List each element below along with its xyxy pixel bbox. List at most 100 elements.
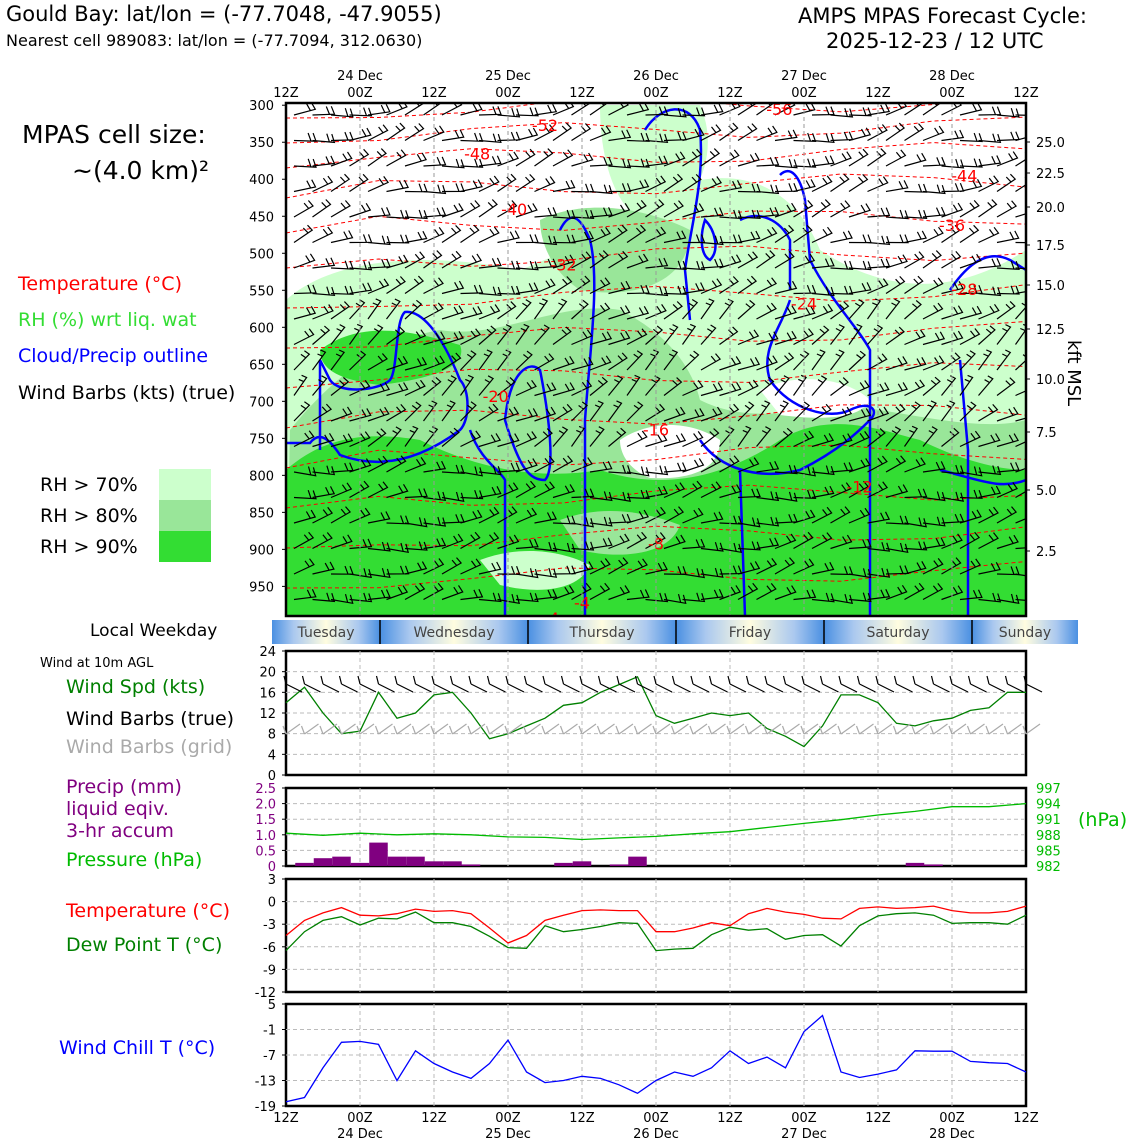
wind-barb-2-32 xyxy=(885,149,907,167)
wind-barb-19-33 xyxy=(904,582,925,601)
wind-barb-15-32 xyxy=(885,484,909,499)
wind-barb-13-17 xyxy=(608,427,627,447)
wind-barb-9-15 xyxy=(571,329,593,346)
cross-section-frame xyxy=(284,101,1028,618)
wind-barb-3-34 xyxy=(922,184,946,195)
wind-barb-9-37 xyxy=(978,325,996,345)
wind-barb-7-38 xyxy=(996,285,1020,295)
wind-barb-3-18 xyxy=(626,179,650,193)
wind-barb-12-35 xyxy=(941,400,956,422)
wind-barb-13-9 xyxy=(460,430,482,448)
wind-barb-12-13 xyxy=(534,406,557,422)
top-hour-label-3: 00Z xyxy=(495,86,521,101)
wind-barb-6-18 xyxy=(626,253,649,269)
wind-barb-true-12 xyxy=(505,675,525,693)
wind-barb-10-0 xyxy=(293,350,311,371)
wind-barb-10-29 xyxy=(830,349,845,371)
temperature-contour-5 xyxy=(286,245,1026,269)
wind-barb-6-27 xyxy=(793,253,816,269)
wind-barb-8-12 xyxy=(515,299,532,320)
wind-barb-4-3 xyxy=(349,202,372,218)
wind-barb-13-33 xyxy=(904,425,919,447)
wind-panel-ytick-label-3: 12 xyxy=(259,707,276,722)
wind-barb-7-18 xyxy=(626,284,650,295)
temperature-label-2: -48 xyxy=(464,144,490,163)
bottom-hour-label-9: 00Z xyxy=(939,1111,965,1126)
wind-barb-4-13 xyxy=(534,207,558,218)
wind-barb-8-15 xyxy=(571,299,589,320)
wind-barb-18-39 xyxy=(1015,573,1026,577)
legend-rh70: RH > 70% xyxy=(40,474,138,496)
wind-barb-14-1 xyxy=(312,465,336,476)
top-date-label-3: 27 Dec xyxy=(781,69,827,84)
temp-panel-ytick-label-5: 3 xyxy=(268,873,276,888)
wind-barb-7-12 xyxy=(515,282,539,295)
wind-barb-17-5 xyxy=(386,542,410,554)
wind-barb-11-18 xyxy=(626,374,641,396)
wind-barb-0-28 xyxy=(811,106,835,116)
wind-barb-8-9 xyxy=(460,306,483,320)
wind-barb-0-29 xyxy=(830,108,854,118)
wind-barb-4-26 xyxy=(774,202,797,218)
wind-barb-grid-38 xyxy=(985,723,1004,735)
wind-barb-13-24 xyxy=(737,425,752,447)
wind-barb-9-25 xyxy=(756,331,779,346)
wind-barb-17-36 xyxy=(959,531,981,550)
wind-barb-1-5 xyxy=(386,122,406,141)
wind-barb-3-11 xyxy=(497,173,517,192)
wind-barb-17-9 xyxy=(460,531,481,550)
wind-barb-4-19 xyxy=(645,199,665,218)
wind-barb-11-12 xyxy=(515,379,537,397)
wind-barb-0-39 xyxy=(1015,114,1026,116)
wind-barb-17-21 xyxy=(682,538,706,550)
wind-barb-19-29 xyxy=(830,593,854,605)
wind-barb-5-6 xyxy=(404,230,428,244)
wind-barb-12-25 xyxy=(756,400,771,422)
wind-barb-15-29 xyxy=(830,482,852,499)
wind-barb-9-30 xyxy=(848,323,863,345)
wind-barb-0-27 xyxy=(793,103,816,116)
wind-barb-7-5 xyxy=(386,276,406,295)
precip-bar-7 xyxy=(424,861,444,866)
wind-barb-13-38 xyxy=(996,433,1020,448)
wind-barb-8-36 xyxy=(959,305,983,320)
wind-barb-true-40 xyxy=(1023,675,1043,693)
wind-barb-7-14 xyxy=(552,276,573,295)
kft-tick-label-1: 22.5 xyxy=(1036,167,1065,182)
wind-barb-12-38 xyxy=(996,406,1019,422)
wind-barb-true-35 xyxy=(930,675,950,693)
wind-barb-8-16 xyxy=(589,302,611,320)
wind-barb-grid-25 xyxy=(744,723,763,735)
wind-barb-12-26 xyxy=(774,400,789,422)
wind-barb-10-25 xyxy=(756,355,778,371)
wind-barb-1-26 xyxy=(774,129,798,142)
cloud-outline-0 xyxy=(286,310,469,464)
wind-speed-line xyxy=(285,675,1026,748)
wind-barb-12-34 xyxy=(922,400,937,422)
wind-barb-0-11 xyxy=(497,108,521,118)
wind-barb-15-11 xyxy=(497,482,519,499)
bottom-hour-label-10: 12Z xyxy=(1013,1111,1039,1126)
wind-barb-2-8 xyxy=(441,158,465,169)
wind-barb-true-5 xyxy=(375,675,395,693)
wind-barb-11-6 xyxy=(404,379,426,397)
wind-barb-11-22 xyxy=(700,382,724,397)
wind-barb-7-21 xyxy=(682,282,706,295)
pressure-tick-label-5: 550 xyxy=(249,284,274,299)
wind-barb-18-33 xyxy=(904,561,927,575)
wind-barb-9-35 xyxy=(941,330,964,346)
wind-barb-18-36 xyxy=(959,558,982,575)
kft-tick-label-3: 17.5 xyxy=(1036,239,1065,254)
legend-rh: RH (%) wrt liq. wat xyxy=(18,309,197,331)
wind-barb-4-25 xyxy=(756,206,780,218)
wind-barb-1-16 xyxy=(589,125,612,142)
temperature-label-6: -32 xyxy=(550,255,576,274)
wind-barb-2-19 xyxy=(645,155,669,167)
wind-barb-grid-12 xyxy=(504,723,523,735)
wind-barb-7-9 xyxy=(460,284,484,295)
wind-barb-true-0 xyxy=(283,675,303,693)
wind-barb-16-31 xyxy=(867,511,891,524)
wind-barb-18-5 xyxy=(386,565,410,575)
wind-barb-1-37 xyxy=(978,133,1002,143)
wind-barb-true-38 xyxy=(986,675,1006,693)
